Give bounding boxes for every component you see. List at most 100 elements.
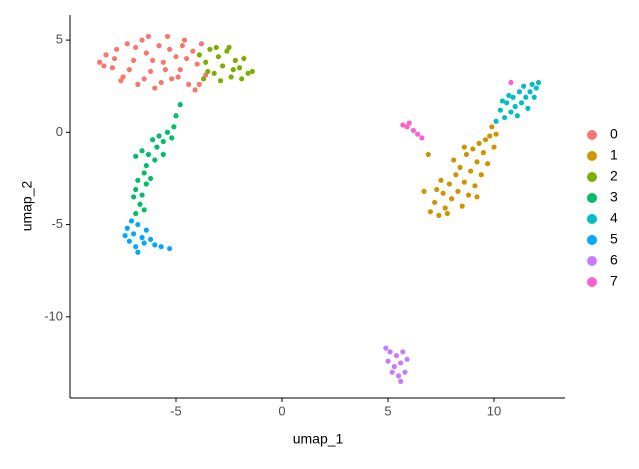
point [415, 131, 421, 137]
point [470, 146, 476, 152]
point [152, 242, 158, 248]
point [535, 79, 542, 86]
point [154, 144, 160, 150]
point [192, 87, 198, 93]
point [196, 52, 202, 58]
point [419, 135, 425, 141]
point [147, 175, 154, 182]
point [493, 118, 499, 124]
point [177, 67, 183, 73]
point [147, 236, 154, 242]
point [436, 212, 442, 218]
point [440, 190, 446, 196]
point [150, 57, 156, 63]
point [438, 177, 444, 183]
point [114, 46, 120, 52]
point [404, 356, 410, 362]
point [480, 150, 486, 156]
point [124, 41, 130, 47]
legend-swatch [587, 235, 597, 245]
point [139, 192, 145, 198]
point [474, 194, 480, 200]
point [529, 81, 535, 87]
point [203, 59, 209, 65]
point [474, 159, 480, 165]
point [389, 369, 395, 375]
legend-label: 4 [610, 210, 618, 226]
point [448, 196, 455, 202]
point [196, 81, 202, 87]
point [169, 135, 175, 141]
legend-swatch [587, 151, 597, 161]
point [141, 207, 147, 213]
point [109, 65, 115, 71]
point [164, 129, 171, 135]
point [514, 113, 520, 119]
legend-label: 5 [610, 231, 618, 247]
point [194, 61, 200, 67]
legend-label: 6 [610, 252, 618, 268]
point [489, 124, 495, 130]
point [128, 218, 135, 224]
point [491, 144, 497, 150]
point [143, 50, 149, 56]
point [236, 65, 243, 71]
point [156, 133, 162, 139]
point [518, 100, 525, 106]
point [455, 188, 461, 194]
point [523, 94, 529, 100]
x-axis-title: umap_1 [293, 431, 344, 447]
x-tick-label: 5 [384, 403, 391, 418]
point [410, 127, 417, 134]
point [487, 133, 493, 139]
point [175, 74, 181, 80]
point [152, 157, 158, 163]
point [493, 131, 499, 137]
point [427, 209, 433, 215]
point [124, 225, 130, 231]
point [482, 137, 489, 143]
point [217, 78, 224, 84]
point [152, 85, 158, 91]
point [478, 172, 484, 178]
point [457, 164, 463, 170]
point [472, 183, 478, 189]
point [126, 67, 132, 73]
point [506, 92, 512, 99]
point [122, 233, 128, 239]
point [383, 345, 389, 351]
point [398, 378, 404, 384]
point [179, 43, 185, 49]
point [190, 48, 196, 54]
y-tick-label: 5 [56, 32, 63, 47]
legend-label: 3 [610, 189, 618, 205]
point [183, 55, 190, 62]
point [531, 94, 537, 100]
point [143, 181, 149, 187]
point [126, 238, 132, 244]
point [137, 201, 143, 207]
point [239, 76, 245, 82]
point [230, 67, 236, 73]
point [167, 245, 173, 252]
point [527, 89, 533, 95]
x-tick-label: -5 [170, 403, 182, 418]
point [406, 120, 412, 126]
point [169, 76, 175, 82]
point [504, 100, 510, 106]
point [387, 349, 393, 355]
point [241, 55, 247, 62]
point [226, 44, 232, 51]
point [446, 181, 453, 187]
point [508, 79, 514, 86]
point [391, 364, 397, 370]
point [135, 249, 141, 255]
legend-swatch [587, 172, 597, 182]
point [97, 59, 103, 65]
point [485, 161, 491, 167]
point [442, 205, 448, 211]
point [400, 349, 406, 355]
point [160, 138, 166, 145]
point [501, 114, 508, 121]
